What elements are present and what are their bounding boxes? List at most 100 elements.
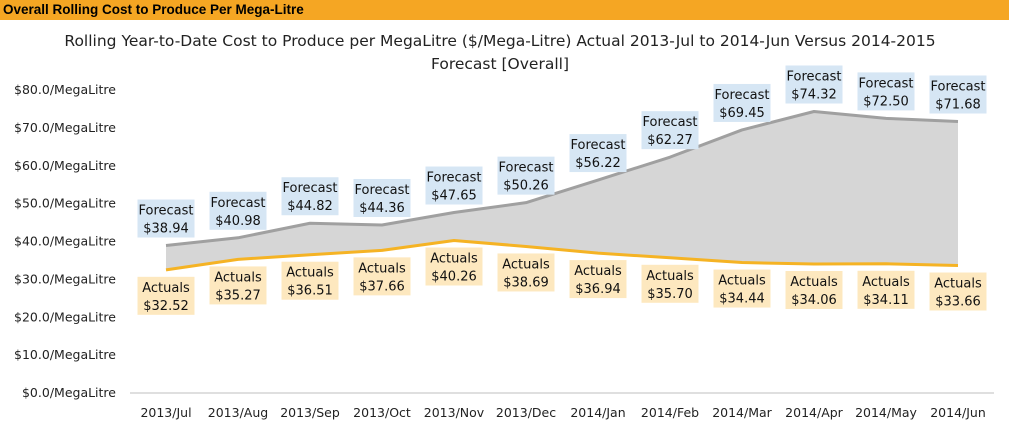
chart-lines — [165, 110, 959, 272]
actuals-data-label-series-name: Actuals — [718, 274, 766, 289]
forecast-data-label-value: $50.26 — [503, 179, 549, 194]
actuals-data-label-series-name: Actuals — [358, 261, 406, 276]
forecast-data-label-box — [857, 72, 915, 111]
y-tick-label: $40.0/MegaLitre — [14, 234, 116, 249]
forecast-data-label-value: $74.32 — [791, 88, 837, 103]
forecast-data-label-series-name: Forecast — [210, 196, 265, 211]
actuals-data-label-box — [137, 276, 195, 315]
forecast-data-label-series-name: Forecast — [714, 88, 769, 103]
forecast-data-label-box — [281, 177, 339, 216]
forecast-data-label-box — [929, 75, 987, 114]
forecast-data-label: Forecast $62.27 — [641, 111, 699, 150]
section-header: Overall Rolling Cost to Produce Per Mega… — [0, 0, 1009, 20]
actuals-data-label-series-name: Actuals — [142, 281, 190, 296]
actuals-data-label-box — [353, 257, 411, 296]
actuals-data-label-series-name: Actuals — [430, 252, 478, 267]
x-tick-label: 2013/Sep — [280, 405, 340, 420]
forecast-data-label-value: $71.68 — [935, 98, 981, 113]
forecast-data-label-value: $56.22 — [575, 156, 621, 171]
actuals-data-label-value: $36.51 — [287, 284, 333, 299]
forecast-data-label-series-name: Forecast — [354, 183, 409, 198]
actuals-data-label-series-name: Actuals — [790, 275, 838, 290]
actuals-data-label-value: $34.44 — [719, 292, 765, 307]
forecast-data-label-box — [569, 134, 627, 173]
x-tick-label: 2013/Dec — [496, 405, 556, 420]
actuals-data-label: Actuals $38.69 — [497, 253, 555, 292]
y-tick-label: $80.0/MegaLitre — [14, 82, 116, 97]
forecast-data-label-value: $44.82 — [287, 199, 333, 214]
actuals-data-label-box — [929, 272, 987, 311]
actuals-line — [165, 239, 959, 272]
forecast-data-label-box — [641, 111, 699, 150]
actuals-data-label-value: $35.27 — [215, 288, 261, 303]
actuals-data-label-box — [569, 260, 627, 299]
actuals-data-label-value: $36.94 — [575, 282, 621, 297]
forecast-data-label: Forecast $47.65 — [425, 166, 483, 205]
actuals-data-label-value: $35.70 — [647, 287, 693, 302]
forecast-data-label-value: $38.94 — [143, 222, 189, 237]
forecast-data-label-series-name: Forecast — [570, 138, 625, 153]
forecast-data-label-value: $69.45 — [719, 106, 765, 121]
x-tick-label: 2013/Nov — [424, 405, 485, 420]
actuals-data-label-series-name: Actuals — [574, 264, 622, 279]
forecast-data-label: Forecast $38.94 — [137, 199, 195, 238]
x-tick-label: 2013/Jul — [140, 405, 191, 420]
forecast-data-label-value: $62.27 — [647, 133, 693, 148]
y-tick-label: $10.0/MegaLitre — [14, 347, 116, 362]
actuals-data-label-box — [641, 264, 699, 303]
forecast-line — [165, 110, 959, 248]
actuals-data-label-value: $38.69 — [503, 275, 549, 290]
y-tick-label: $70.0/MegaLitre — [14, 120, 116, 135]
forecast-data-label-series-name: Forecast — [426, 171, 481, 186]
actuals-data-label-value: $32.52 — [143, 299, 189, 314]
forecast-data-label-series-name: Forecast — [282, 181, 337, 196]
x-tick-label: 2014/Apr — [785, 405, 844, 420]
y-tick-label: $60.0/MegaLitre — [14, 158, 116, 173]
forecast-data-label: Forecast $74.32 — [785, 65, 843, 104]
actuals-data-label-series-name: Actuals — [862, 275, 910, 290]
x-tick-label: 2014/Feb — [641, 405, 699, 420]
y-axis: $0.0/MegaLitre $10.0/MegaLitre $20.0/MegaL… — [14, 82, 116, 400]
forecast-data-label-box — [137, 199, 195, 238]
forecast-data-label-series-name: Forecast — [138, 204, 193, 219]
forecast-data-label-series-name: Forecast — [642, 115, 697, 130]
x-tick-label: 2014/Jun — [930, 405, 986, 420]
forecast-data-label-value: $44.36 — [359, 201, 405, 216]
actuals-data-label-value: $37.66 — [359, 279, 405, 294]
forecast-data-label: Forecast $50.26 — [497, 156, 555, 195]
chart-title: Rolling Year-to-Date Cost to Produce per… — [64, 32, 936, 73]
y-tick-label: $30.0/MegaLitre — [14, 271, 116, 286]
actuals-data-label-series-name: Actuals — [646, 269, 694, 284]
x-tick-label: 2013/Aug — [208, 405, 268, 420]
actuals-data-label: Actuals $34.44 — [713, 269, 771, 308]
actuals-data-label-series-name: Actuals — [934, 277, 982, 292]
forecast-data-label-value: $47.65 — [431, 189, 477, 204]
x-tick-label: 2014/Mar — [712, 405, 772, 420]
forecast-data-label: Forecast $72.50 — [857, 72, 915, 111]
actuals-data-label: Actuals $36.51 — [281, 261, 339, 300]
actuals-data-label: Actuals $35.27 — [209, 266, 267, 305]
actuals-data-label-series-name: Actuals — [214, 270, 262, 285]
actuals-data-label-box — [857, 270, 915, 309]
forecast-data-label-series-name: Forecast — [786, 70, 841, 85]
actuals-data-label: Actuals $32.52 — [137, 276, 195, 315]
x-tick-label: 2013/Oct — [353, 405, 411, 420]
forecast-data-label-series-name: Forecast — [498, 161, 553, 176]
data-labels: Forecast $38.94 Forecast $40.98 Forecast $44.… — [137, 65, 987, 315]
forecast-data-label-series-name: Forecast — [930, 80, 985, 95]
forecast-data-label: Forecast $71.68 — [929, 75, 987, 114]
forecast-data-label-box — [497, 156, 555, 195]
forecast-data-label: Forecast $69.45 — [713, 83, 771, 122]
forecast-data-label-box — [425, 166, 483, 205]
y-tick-label: $20.0/MegaLitre — [14, 309, 116, 324]
forecast-data-label-box — [785, 65, 843, 104]
chart-areas — [166, 111, 958, 270]
forecast-data-label-value: $40.98 — [215, 214, 261, 229]
actuals-data-label: Actuals $35.70 — [641, 264, 699, 303]
actuals-data-label: Actuals $34.11 — [857, 270, 915, 309]
forecast-data-label: Forecast $44.82 — [281, 177, 339, 216]
forecast-data-label: Forecast $44.36 — [353, 178, 411, 217]
actuals-data-label-box — [785, 270, 843, 309]
forecast-data-label-series-name: Forecast — [858, 76, 913, 91]
